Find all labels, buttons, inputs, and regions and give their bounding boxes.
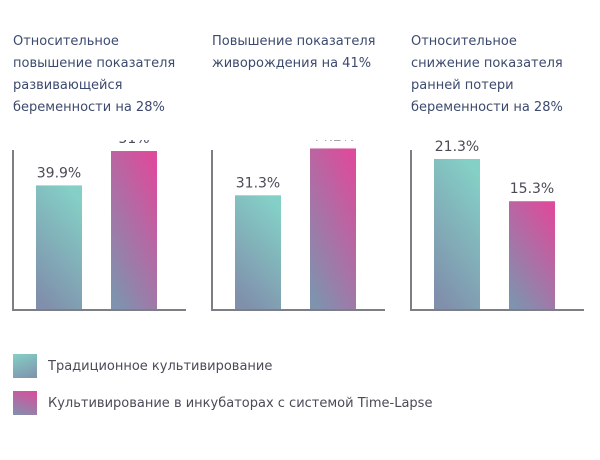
title-line: снижение показателя bbox=[411, 56, 563, 71]
title-line: беременности на 28% bbox=[411, 100, 563, 115]
title-line: Относительное bbox=[411, 34, 517, 49]
title-line: развивающейся bbox=[13, 78, 123, 93]
bar-chart-1: 39.9% 51% bbox=[10, 140, 200, 315]
chart-title-2: Повышение показателя живорождения на 41% bbox=[212, 31, 402, 75]
bar-value-label: 39.9% bbox=[37, 165, 81, 181]
title-line: Относительное bbox=[13, 34, 119, 49]
bar-chart-3: 21.3% 15.3% bbox=[408, 140, 598, 315]
title-line: повышение показателя bbox=[13, 56, 176, 71]
bar-timelapse bbox=[310, 148, 356, 309]
chart-title-3: Относительное снижение показателя ранней… bbox=[411, 31, 600, 119]
bar-value-label: 31.3% bbox=[236, 175, 280, 191]
bar-value-label: 51% bbox=[118, 140, 149, 147]
chart-title-1: Относительное повышение показателя разви… bbox=[13, 31, 203, 119]
bar-value-label: 15.3% bbox=[510, 181, 554, 197]
chart-svg: 31.3% 44.2% bbox=[211, 140, 385, 311]
bar-timelapse bbox=[509, 201, 555, 309]
bar-value-label: 21.3% bbox=[435, 140, 479, 155]
chart-svg: 39.9% 51% bbox=[12, 140, 186, 311]
legend-label: Культивирование в инкубаторах с системой… bbox=[48, 395, 433, 411]
title-line: ранней потери bbox=[411, 78, 514, 93]
legend-item-traditional: Традиционное культивирование bbox=[13, 354, 272, 378]
legend-item-timelapse: Культивирование в инкубаторах с системой… bbox=[13, 391, 432, 415]
legend-swatch-traditional bbox=[13, 354, 37, 378]
bar-timelapse bbox=[111, 151, 157, 309]
bar-chart-2: 31.3% 44.2% bbox=[209, 140, 399, 315]
bar-traditional bbox=[36, 185, 82, 309]
title-line: живорождения на 41% bbox=[212, 56, 372, 71]
bar-traditional bbox=[434, 158, 480, 309]
legend-label: Традиционное культивирование bbox=[48, 358, 273, 374]
bar-traditional bbox=[235, 195, 281, 309]
bar-value-label: 44.2% bbox=[311, 140, 355, 144]
title-line: Повышение показателя bbox=[212, 34, 376, 49]
title-line: беременности на 28% bbox=[13, 100, 165, 115]
chart-svg: 21.3% 15.3% bbox=[410, 140, 584, 311]
legend-swatch-timelapse bbox=[13, 391, 37, 415]
